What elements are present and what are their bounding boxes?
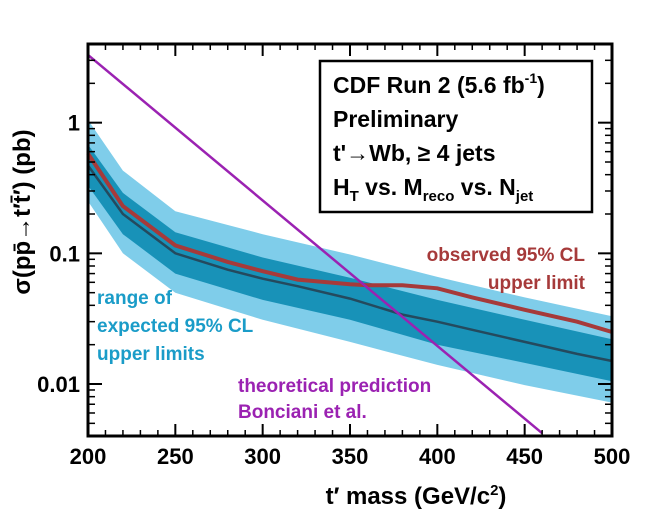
x-axis-title-sup: 2 <box>490 482 498 499</box>
y-axis-title-sigma: σ(pp̄→t′t̄′) (pb) <box>9 129 36 294</box>
x-axis-title-main: t′ mass (GeV/c <box>326 483 491 510</box>
x-tick-label-500: 500 <box>594 444 631 469</box>
y-tick-label-0.1: 0.1 <box>49 241 80 266</box>
x-tick-label-300: 300 <box>244 444 281 469</box>
y-axis-title: σ(pp̄→t′t̄′) (pb) <box>9 129 36 294</box>
observed-label-line-2: upper limit <box>488 273 586 294</box>
y-tick-label-1: 1 <box>68 111 80 136</box>
theory-label-line-2: Bonciani et al. <box>238 402 367 423</box>
observed-limit-line <box>86 152 613 334</box>
theory-label-line-1: theoretical prediction <box>238 376 431 397</box>
x-tick-label-400: 400 <box>419 444 456 469</box>
expected-label-line-2: expected 95% CL <box>97 316 254 337</box>
x-axis-title: t′ mass (GeV/c2) <box>326 482 507 510</box>
x-tick-label-200: 200 <box>70 444 107 469</box>
legend-line-1: CDF Run 2 (5.6 fb-1) <box>333 70 545 98</box>
expected-label-line-1: range of <box>97 288 173 309</box>
legend-line-2: Preliminary <box>333 106 458 132</box>
svg-text:σ(pp̄→t′t̄′) (pb): σ(pp̄→t′t̄′) (pb) <box>9 129 36 294</box>
theory-prediction-line <box>87 53 543 435</box>
expected-1sigma-band <box>88 144 612 382</box>
x-tick-label-250: 250 <box>157 444 194 469</box>
legend-line-3: t'→Wb, ≥ 4 jets <box>333 140 496 166</box>
expected-annotation: range of expected 95% CL upper limits <box>97 288 254 365</box>
expected-median-line <box>86 164 613 363</box>
y-tick-label-0.01: 0.01 <box>37 372 80 397</box>
axis-ticks: 200 250 300 350 400 450 500 0.01 0.1 1 <box>37 43 631 469</box>
expected-label-line-3: upper limits <box>97 344 205 365</box>
x-axis-title-close: ) <box>498 483 506 510</box>
observed-annotation: observed 95% CL upper limit <box>427 245 586 294</box>
legend-line-4: HT vs. Mreco vs. Njet <box>333 174 533 205</box>
legend-box: CDF Run 2 (5.6 fb-1) Preliminary t'→Wb, … <box>318 59 594 214</box>
theory-annotation: theoretical prediction Bonciani et al. <box>238 376 431 423</box>
x-tick-label-450: 450 <box>506 444 543 469</box>
legend-frame <box>318 59 594 214</box>
observed-label-line-1: observed 95% CL <box>427 245 586 266</box>
series-lines <box>86 53 613 435</box>
x-tick-label-350: 350 <box>332 444 369 469</box>
